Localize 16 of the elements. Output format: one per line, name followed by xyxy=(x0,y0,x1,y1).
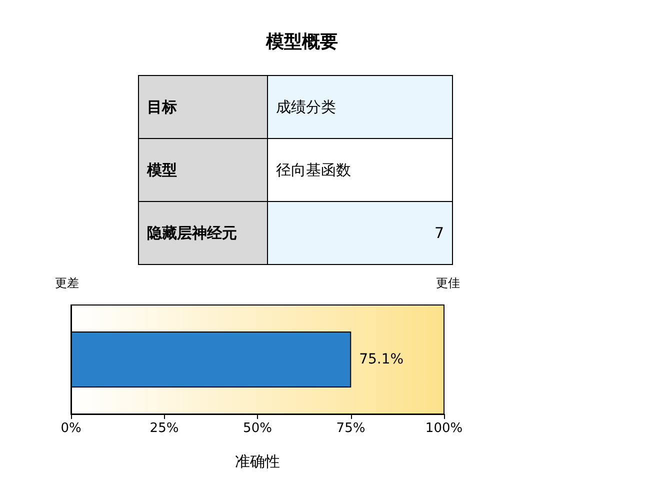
x-tick-label: 25% xyxy=(150,421,179,436)
x-tick-label: 100% xyxy=(425,421,463,436)
text: 7 xyxy=(268,202,452,264)
data-label: 75.1% xyxy=(359,352,404,368)
x-tick-label: 0% xyxy=(60,421,82,436)
x-axis-title: 准确性 xyxy=(235,452,280,470)
text: 径向基函数 xyxy=(268,138,452,202)
text: 更差 xyxy=(55,276,79,290)
text: 模型 xyxy=(138,138,268,202)
x-tick-label: 50% xyxy=(243,421,272,436)
text: 隐藏层神经元 xyxy=(138,202,268,264)
chart-title: 模型概要 xyxy=(265,32,338,52)
text: 更佳 xyxy=(436,276,460,290)
text: 成绩分类 xyxy=(268,76,452,138)
x-tick-label: 75% xyxy=(336,421,366,436)
text: 目标 xyxy=(138,76,268,138)
